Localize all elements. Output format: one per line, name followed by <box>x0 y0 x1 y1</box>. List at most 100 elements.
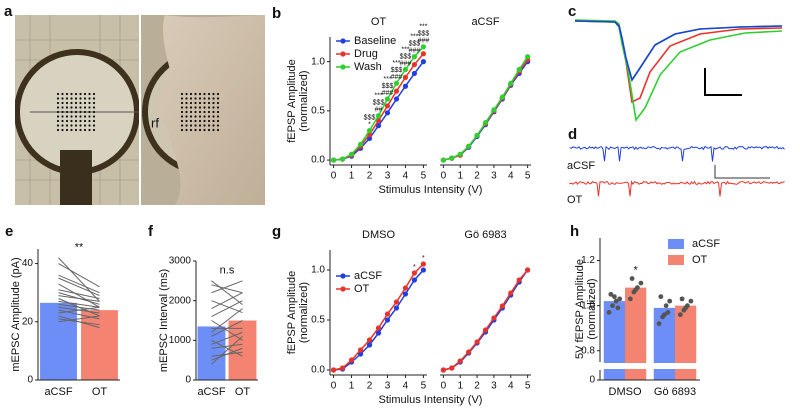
axis-break <box>594 363 702 369</box>
y-tick-label: 0 <box>27 375 33 386</box>
significance: ### <box>400 60 412 67</box>
electrode <box>65 101 69 105</box>
data-point <box>402 66 409 73</box>
electrode <box>216 97 220 100</box>
electrode <box>194 101 197 105</box>
y-axis-label: mEPSC Interval (ms) <box>158 269 170 372</box>
data-point <box>357 347 364 353</box>
significance: n.s <box>220 265 235 277</box>
paired-line <box>211 292 243 310</box>
x-tick-label: 1 <box>457 171 463 182</box>
electrode <box>83 110 87 114</box>
electrode-grid <box>56 92 220 132</box>
data-point <box>606 310 612 315</box>
paired-line <box>58 300 100 308</box>
scale-bar <box>714 165 770 179</box>
x-tick-label: 4 <box>403 171 409 182</box>
traces <box>574 19 783 122</box>
data-point <box>482 327 489 333</box>
electrode <box>56 101 60 105</box>
data-point <box>375 123 382 129</box>
bar <box>625 287 647 380</box>
data-point <box>357 141 364 147</box>
data-point <box>375 325 382 331</box>
data-point <box>411 61 418 68</box>
x-tick-label: 5 <box>525 171 531 182</box>
paired-line <box>58 274 100 294</box>
significance: ### <box>418 38 430 45</box>
x-tick-label: DMSO <box>609 386 642 398</box>
electrode <box>65 119 69 123</box>
electrode <box>198 110 202 114</box>
electrode <box>88 101 91 105</box>
electrode <box>74 101 78 105</box>
electrode <box>189 101 193 105</box>
electrode <box>83 115 87 118</box>
significance: *** <box>419 24 427 31</box>
paired-line <box>58 263 100 288</box>
electrode <box>207 106 211 109</box>
y-tick-label: 1.0 <box>581 300 595 311</box>
electrode <box>61 101 64 105</box>
electrode <box>198 101 202 105</box>
electrode <box>185 110 188 114</box>
bar <box>81 310 118 380</box>
electrode <box>198 128 202 132</box>
data-point <box>683 305 689 311</box>
electrode <box>79 110 82 114</box>
electrode <box>83 101 87 105</box>
data-point <box>402 83 409 89</box>
electrode <box>194 128 197 132</box>
electrode <box>203 92 206 96</box>
electrode <box>92 119 96 123</box>
data-point <box>474 339 480 345</box>
data-point <box>608 291 614 297</box>
y-tick-label: 2000 <box>169 295 192 306</box>
data-point <box>491 315 497 321</box>
data-point <box>420 44 427 50</box>
bar <box>197 326 226 380</box>
x-tick-label: 1 <box>349 171 355 182</box>
data-point <box>508 80 514 86</box>
data-point <box>638 280 644 286</box>
electrode <box>194 97 197 100</box>
electrode <box>61 119 64 123</box>
y-axis-label: (normalized) <box>298 70 310 131</box>
panel-label: e <box>5 223 13 240</box>
legend-marker <box>340 64 346 70</box>
data-point <box>339 156 346 162</box>
electrode <box>212 128 215 132</box>
electrode <box>185 106 188 109</box>
data-point <box>402 74 409 80</box>
x-tick-label: 1 <box>457 381 463 392</box>
electrode <box>65 106 69 109</box>
electrode <box>189 124 193 127</box>
data-point <box>615 305 621 311</box>
legend-marker <box>340 51 346 57</box>
electrode <box>70 124 73 127</box>
series-line <box>443 59 529 161</box>
electrode <box>56 124 60 127</box>
y-tick-label: 0.0 <box>311 155 325 166</box>
electrode <box>180 101 184 105</box>
annotation: rf <box>151 115 159 130</box>
data-point <box>348 151 355 157</box>
data-point <box>457 358 463 364</box>
y-tick-label: 0.5 <box>311 105 325 116</box>
data-point <box>449 365 455 371</box>
electrode <box>88 106 91 109</box>
electrode <box>70 106 73 109</box>
data-point <box>449 155 455 161</box>
electrode <box>203 128 206 132</box>
paired-line <box>211 280 243 294</box>
significance: $$$ <box>400 53 412 60</box>
data-point <box>525 267 531 273</box>
electrode <box>92 115 96 118</box>
electrode <box>61 106 64 109</box>
electrode <box>189 115 193 118</box>
charts: b OT0 1 2 3 4 50.00.51.0$$$****$$$##***$$$###*… <box>5 5 720 406</box>
y-axis-label: 5V fEPSP Amplitude <box>574 259 586 359</box>
y-axis-label: (normalized) <box>298 282 310 343</box>
electrode <box>207 101 211 105</box>
bar <box>675 305 697 380</box>
